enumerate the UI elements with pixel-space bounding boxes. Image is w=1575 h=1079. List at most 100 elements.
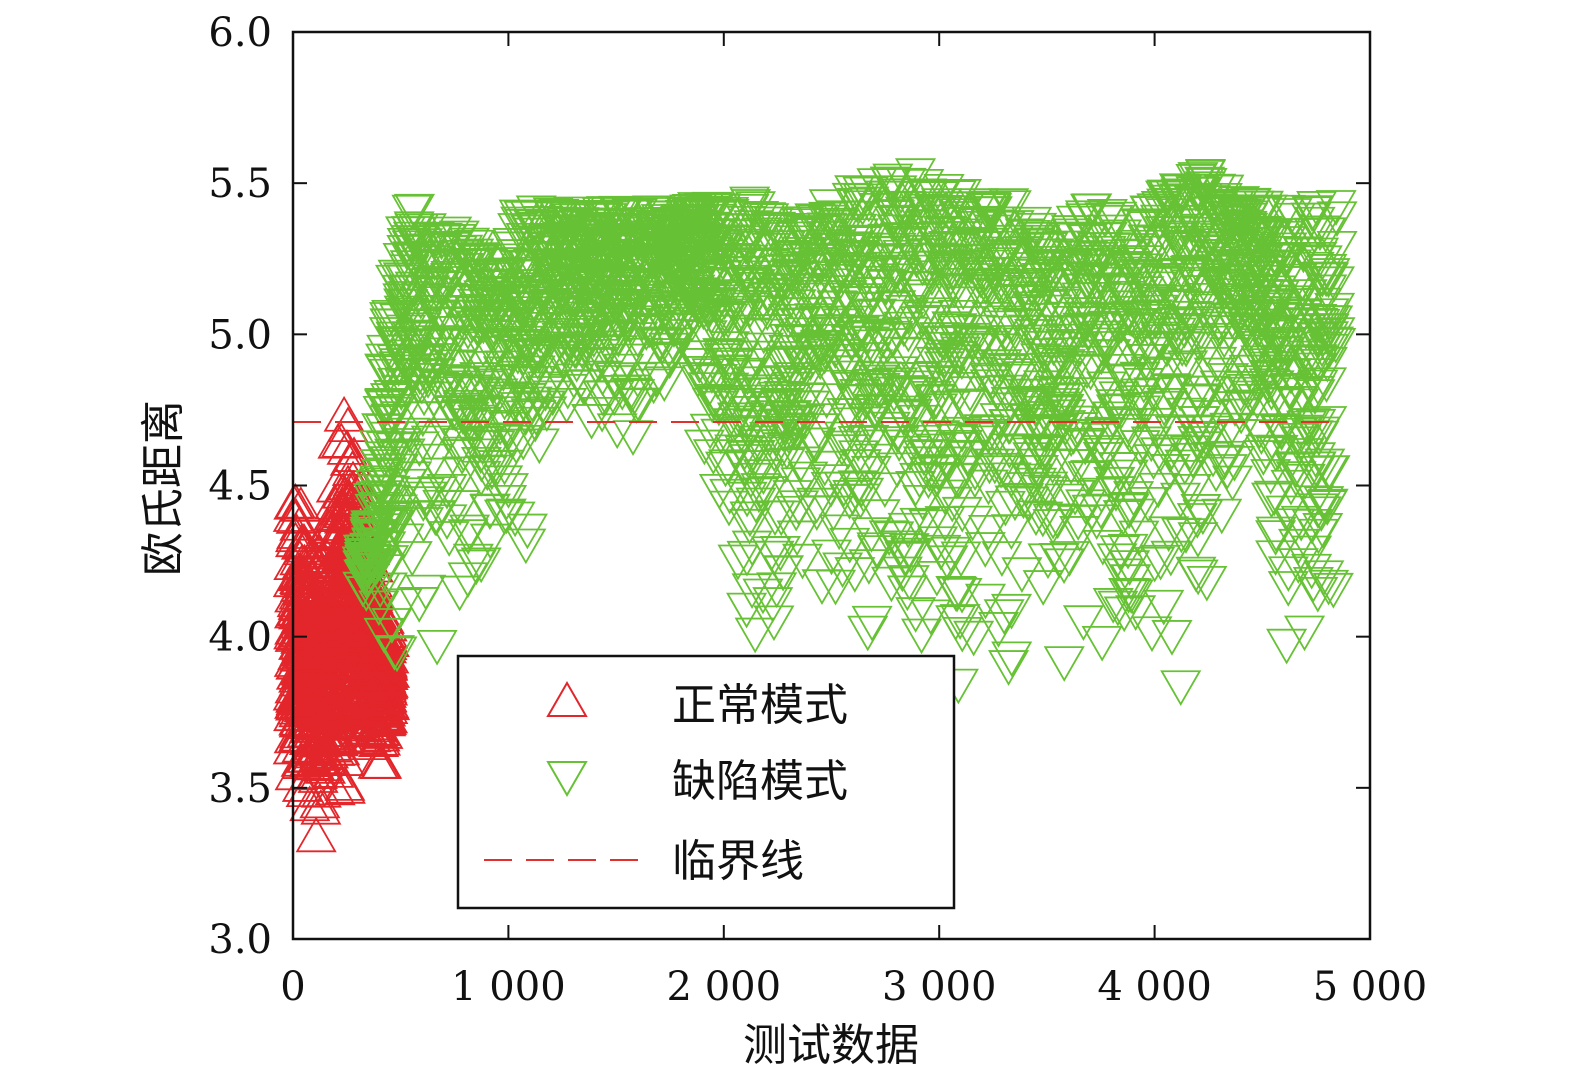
- defect-mode-point: [845, 384, 887, 421]
- defect-mode-point: [705, 267, 747, 303]
- defect-mode-point: [915, 297, 958, 334]
- legend: 正常模式 缺陷模式 临界线: [456, 654, 956, 910]
- defect-mode-point: [1080, 422, 1122, 459]
- defect-mode-point: [1235, 330, 1277, 367]
- defect-mode-point: [681, 364, 723, 401]
- defect-mode-point: [585, 380, 627, 416]
- defect-mode-point: [557, 287, 599, 324]
- defect-mode-point: [1016, 467, 1058, 504]
- defect-mode-point: [925, 339, 968, 376]
- defect-mode-point: [1228, 275, 1270, 312]
- defect-mode-point: [376, 636, 418, 673]
- defect-mode-point: [908, 179, 950, 216]
- defect-mode-point: [493, 356, 535, 393]
- normal-mode-point: [294, 538, 336, 575]
- defect-mode-point: [968, 448, 1010, 485]
- defect-mode-point: [685, 356, 727, 392]
- defect-mode-point: [835, 241, 877, 278]
- defect-mode-point: [1110, 564, 1152, 600]
- normal-mode-point: [352, 632, 394, 669]
- defect-mode-point: [1221, 209, 1263, 246]
- defect-mode-point: [850, 342, 892, 378]
- defect-mode-point: [576, 213, 618, 250]
- defect-mode-point: [1174, 414, 1216, 451]
- defect-mode-point: [1020, 231, 1062, 268]
- defect-mode-point: [856, 373, 898, 410]
- defect-mode-point: [831, 285, 873, 322]
- defect-mode-point: [541, 225, 583, 261]
- defect-mode-point: [1204, 440, 1246, 477]
- defect-mode-point: [635, 361, 677, 398]
- defect-mode-point: [1255, 516, 1297, 553]
- defect-mode-point: [1137, 472, 1179, 509]
- defect-mode-point: [752, 587, 794, 623]
- defect-mode-point: [382, 242, 424, 279]
- defect-mode-point: [1267, 571, 1309, 607]
- defect-mode-point: [698, 473, 740, 510]
- defect-mode-point: [568, 216, 611, 252]
- defect-mode-point: [498, 283, 540, 320]
- normal-mode-point: [352, 678, 394, 714]
- defect-mode-point: [490, 422, 532, 459]
- defect-mode-point: [1297, 518, 1340, 555]
- defect-mode-point: [1151, 620, 1193, 656]
- defect-mode-point: [743, 318, 785, 355]
- defect-mode-point: [495, 428, 537, 465]
- defect-mode-point: [1251, 289, 1293, 326]
- defect-mode-point: [742, 578, 784, 615]
- defect-mode-point: [489, 285, 531, 321]
- defect-mode-point: [1242, 279, 1285, 315]
- defect-mode-point: [1062, 605, 1105, 641]
- defect-mode-point: [1296, 241, 1338, 278]
- defect-mode-point: [469, 523, 511, 560]
- defect-mode-point: [788, 242, 830, 279]
- defect-mode-point: [935, 576, 977, 612]
- defect-mode-point: [1264, 194, 1306, 231]
- defect-mode-point: [1297, 493, 1339, 530]
- defect-mode-point: [876, 417, 918, 453]
- defect-mode-point: [908, 509, 950, 546]
- defect-mode-point: [524, 376, 567, 412]
- defect-mode-point: [930, 390, 972, 427]
- defect-mode-point: [1137, 294, 1179, 331]
- defect-mode-point: [721, 295, 763, 332]
- defect-mode-point: [1229, 188, 1271, 224]
- defect-mode-point: [1256, 275, 1298, 312]
- defect-mode-point: [498, 290, 540, 327]
- defect-mode-point: [683, 429, 725, 466]
- defect-mode-point: [1071, 193, 1113, 230]
- defect-mode-point: [941, 616, 983, 653]
- defect-mode-point: [911, 260, 953, 297]
- defect-mode-point: [686, 248, 728, 285]
- defect-mode-point: [1120, 395, 1162, 432]
- defect-mode-point: [1124, 391, 1167, 428]
- defect-mode-point: [1291, 196, 1333, 232]
- defect-mode-point: [423, 271, 465, 308]
- defect-mode-point: [776, 412, 818, 449]
- defect-mode-point: [614, 379, 656, 415]
- normal-mode-point: [295, 816, 337, 853]
- defect-mode-point: [1161, 174, 1203, 211]
- defect-mode-point: [889, 435, 931, 472]
- defect-mode-point: [753, 605, 795, 642]
- defect-mode-point: [988, 325, 1030, 361]
- defect-mode-point: [886, 575, 928, 612]
- defect-mode-point: [1199, 223, 1241, 259]
- defect-mode-point: [879, 204, 921, 241]
- defect-mode-point: [1081, 232, 1124, 268]
- defect-mode-point: [402, 401, 444, 438]
- normal-mode-point: [319, 570, 361, 607]
- defect-mode-point: [951, 322, 993, 359]
- defect-mode-point: [1178, 326, 1220, 362]
- defect-mode-point: [1082, 331, 1124, 367]
- defect-mode-point: [1303, 486, 1345, 522]
- defect-mode-point: [1095, 394, 1137, 431]
- defect-mode-point: [850, 455, 892, 492]
- defect-mode-point: [753, 436, 795, 473]
- defect-mode-point: [1202, 269, 1244, 306]
- defect-mode-point: [900, 181, 942, 217]
- y-tick-label: 4.0: [208, 615, 272, 661]
- normal-mode-point: [299, 782, 341, 819]
- normal-mode-point: [279, 504, 321, 541]
- defect-mode-point: [1081, 625, 1123, 662]
